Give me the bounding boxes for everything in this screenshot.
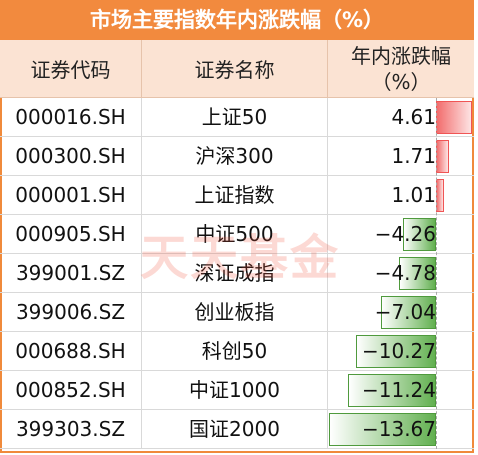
data-bar bbox=[436, 101, 472, 134]
cell-name: 深证成指 bbox=[142, 254, 328, 293]
cell-value: 4.61 bbox=[328, 98, 474, 137]
header-code: 证券代码 bbox=[0, 40, 142, 98]
data-bar bbox=[380, 296, 436, 329]
cell-value: 1.01 bbox=[328, 176, 474, 215]
cell-code: 000001.SH bbox=[0, 176, 142, 215]
cell-code: 000300.SH bbox=[0, 137, 142, 176]
table-row: 000300.SH 沪深300 1.71 bbox=[0, 137, 474, 176]
cell-value: −4.78 bbox=[328, 254, 474, 293]
data-bar bbox=[402, 218, 436, 251]
value-label: −11.24 bbox=[361, 378, 436, 402]
value-label: −13.67 bbox=[361, 417, 436, 441]
cell-code: 000905.SH bbox=[0, 215, 142, 254]
cell-code: 000852.SH bbox=[0, 371, 142, 410]
cell-name: 上证50 bbox=[142, 98, 328, 137]
cell-value: −4.26 bbox=[328, 215, 474, 254]
cell-code: 399006.SZ bbox=[0, 293, 142, 332]
cell-name: 科创50 bbox=[142, 332, 328, 371]
table-row: 399001.SZ 深证成指 −4.78 bbox=[0, 254, 474, 293]
cell-code: 000688.SH bbox=[0, 332, 142, 371]
header-value-line2: （%） bbox=[371, 69, 431, 94]
data-bar bbox=[348, 374, 436, 407]
cell-name: 创业板指 bbox=[142, 293, 328, 332]
value-label: 1.01 bbox=[391, 183, 436, 207]
cell-value: −13.67 bbox=[328, 410, 474, 449]
zero-axis bbox=[436, 98, 438, 449]
table-row: 000688.SH 科创50 −10.27 bbox=[0, 332, 474, 371]
cell-name: 沪深300 bbox=[142, 137, 328, 176]
table-row: 399006.SZ 创业板指 −7.04 bbox=[0, 293, 474, 332]
header-name: 证券名称 bbox=[142, 40, 328, 98]
cell-value: −10.27 bbox=[328, 332, 474, 371]
header-value: 年内涨跌幅 （%） bbox=[328, 40, 474, 98]
value-label: 1.71 bbox=[391, 144, 436, 168]
header-value-line1: 年内涨跌幅 bbox=[351, 43, 451, 68]
data-bar bbox=[329, 413, 436, 446]
cell-name: 中证500 bbox=[142, 215, 328, 254]
cell-code: 399001.SZ bbox=[0, 254, 142, 293]
data-bar bbox=[398, 257, 436, 290]
table-title: 市场主要指数年内涨跌幅（%） bbox=[0, 0, 474, 40]
cell-code: 399303.SZ bbox=[0, 410, 142, 449]
table-row: 000001.SH 上证指数 1.01 bbox=[0, 176, 474, 215]
table-row: 399303.SZ 国证2000 −13.67 bbox=[0, 410, 474, 449]
cell-value: −7.04 bbox=[328, 293, 474, 332]
data-bar bbox=[436, 140, 450, 173]
cell-name: 国证2000 bbox=[142, 410, 328, 449]
table-row: 000016.SH 上证50 4.61 bbox=[0, 98, 474, 137]
cell-value: 1.71 bbox=[328, 137, 474, 176]
table-row: 000905.SH 中证500 −4.26 bbox=[0, 215, 474, 254]
value-label: −4.78 bbox=[374, 261, 436, 285]
table-row: 000852.SH 中证1000 −11.24 bbox=[0, 371, 474, 410]
cell-name: 上证指数 bbox=[142, 176, 328, 215]
cell-value: −11.24 bbox=[328, 371, 474, 410]
value-label: −4.26 bbox=[374, 222, 436, 246]
cell-code: 000016.SH bbox=[0, 98, 142, 137]
value-label: −10.27 bbox=[361, 339, 436, 363]
data-bar bbox=[355, 335, 436, 368]
cell-name: 中证1000 bbox=[142, 371, 328, 410]
value-label: 4.61 bbox=[391, 105, 436, 129]
value-label: −7.04 bbox=[374, 300, 436, 324]
